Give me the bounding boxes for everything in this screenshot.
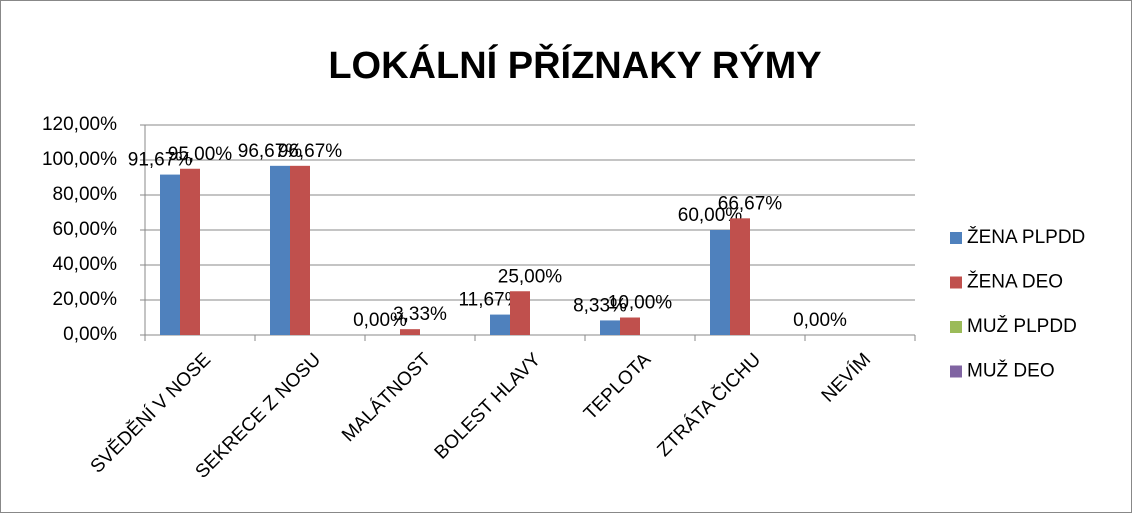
data-label: 8,33%: [573, 295, 627, 316]
y-tick-label: 40,00%: [53, 254, 118, 275]
y-tick-label: 20,00%: [53, 289, 118, 310]
legend-label: ŽENA DEO: [967, 271, 1063, 293]
bar: [400, 329, 420, 335]
data-label: 66,67%: [718, 193, 783, 214]
bar: [160, 174, 180, 335]
bar: [490, 314, 510, 335]
legend-label: ŽENA PLPDD: [967, 226, 1085, 248]
chart-title: LOKÁLNÍ PŘÍZNAKY RÝMY: [328, 43, 821, 87]
data-label: 96,67%: [238, 141, 303, 162]
data-label: 11,67%: [458, 290, 521, 311]
bar: [180, 168, 200, 335]
bar: [510, 291, 530, 335]
y-tick-label: 60,00%: [53, 219, 118, 240]
bar: [270, 165, 290, 335]
legend-swatch: [950, 365, 962, 378]
bar: [730, 218, 750, 335]
data-label: 96,67%: [278, 141, 343, 162]
legend-label: MUŽ DEO: [967, 360, 1055, 382]
y-tick-label: 120,00%: [42, 114, 117, 135]
data-label: 91,67%: [128, 150, 193, 171]
bar: [620, 317, 640, 335]
y-tick-label: 100,00%: [42, 149, 117, 170]
bar: [710, 230, 730, 335]
bar: [600, 320, 620, 335]
data-label: 25,00%: [498, 266, 563, 287]
legend-swatch: [950, 232, 962, 244]
data-label: 95,00%: [168, 144, 233, 165]
data-label: 60,00%: [678, 205, 743, 226]
legend-label: MUŽ PLPDD: [967, 315, 1077, 337]
data-label: 3,33%: [393, 304, 447, 325]
data-label: 10,00%: [608, 293, 673, 314]
data-label: 0,00%: [353, 310, 407, 331]
legend-swatch: [950, 321, 962, 333]
bar: [290, 165, 310, 335]
y-tick-label: 80,00%: [53, 184, 118, 205]
legend-swatch: [950, 276, 962, 289]
y-tick-label: 0,00%: [63, 324, 117, 345]
data-label: 0,00%: [793, 310, 847, 331]
